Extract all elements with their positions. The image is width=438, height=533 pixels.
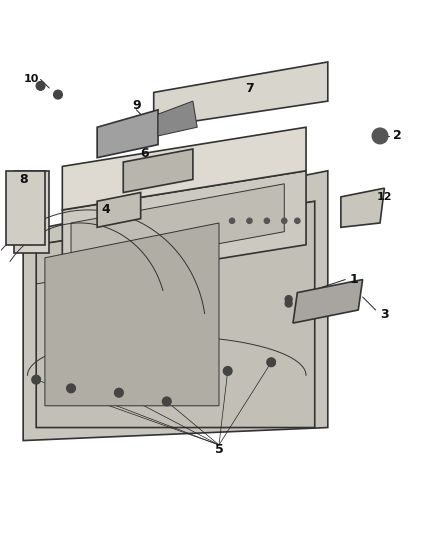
Polygon shape (6, 171, 45, 245)
Circle shape (230, 218, 235, 223)
Circle shape (264, 218, 269, 223)
Circle shape (372, 128, 388, 144)
Text: 3: 3 (380, 308, 389, 321)
Polygon shape (97, 110, 158, 158)
Circle shape (32, 375, 41, 384)
Polygon shape (341, 188, 385, 228)
Circle shape (295, 218, 300, 223)
Text: 6: 6 (141, 147, 149, 160)
Polygon shape (293, 279, 363, 323)
Text: 7: 7 (245, 82, 254, 94)
Circle shape (282, 218, 287, 223)
Circle shape (285, 296, 292, 303)
Text: 1: 1 (350, 273, 358, 286)
Circle shape (53, 90, 62, 99)
Polygon shape (123, 149, 193, 192)
Text: 10: 10 (24, 75, 39, 84)
Circle shape (162, 397, 171, 406)
Text: 4: 4 (102, 204, 110, 216)
Circle shape (223, 367, 232, 375)
Circle shape (267, 358, 276, 367)
Circle shape (285, 300, 292, 307)
Circle shape (247, 218, 252, 223)
Text: 12: 12 (377, 192, 392, 202)
Polygon shape (14, 171, 49, 254)
Circle shape (67, 384, 75, 393)
Polygon shape (97, 192, 141, 228)
Text: 9: 9 (132, 99, 141, 112)
Text: 5: 5 (215, 443, 223, 456)
Polygon shape (45, 223, 219, 406)
Circle shape (115, 389, 123, 397)
Text: 8: 8 (19, 173, 28, 186)
Polygon shape (23, 171, 328, 441)
Polygon shape (62, 127, 306, 210)
Polygon shape (36, 201, 315, 427)
Circle shape (36, 82, 45, 90)
Polygon shape (62, 171, 306, 284)
Text: 2: 2 (393, 130, 402, 142)
Polygon shape (154, 62, 328, 127)
Polygon shape (71, 184, 284, 271)
Polygon shape (158, 101, 197, 136)
